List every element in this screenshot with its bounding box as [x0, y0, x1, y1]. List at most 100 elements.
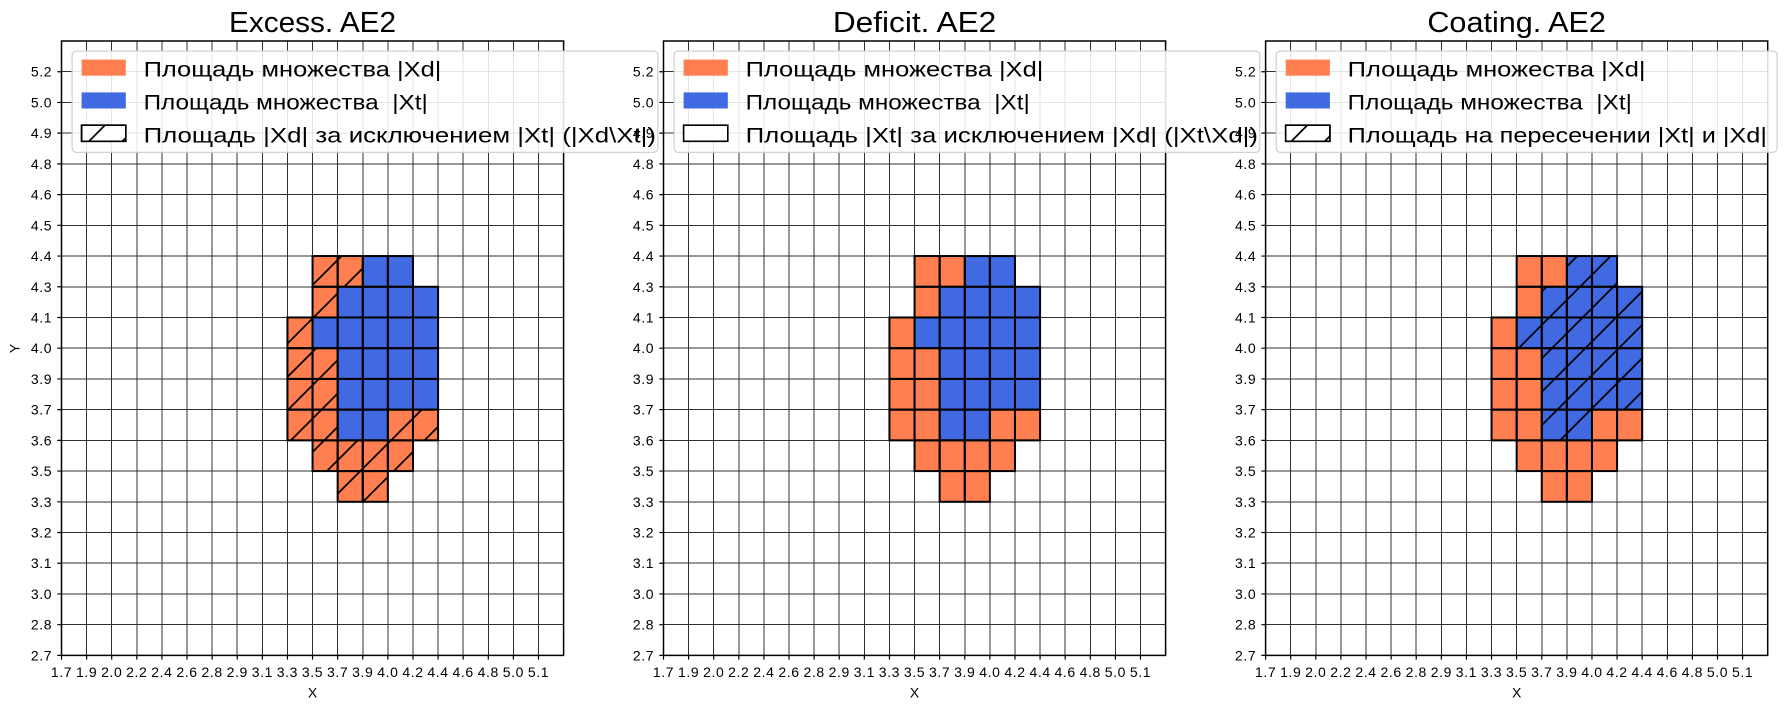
svg-text:3.1: 3.1 [1456, 664, 1477, 680]
svg-text:5.0: 5.0 [1707, 664, 1728, 680]
svg-text:5.0: 5.0 [31, 94, 52, 110]
svg-text:4.6: 4.6 [1055, 664, 1076, 680]
svg-text:4.5: 4.5 [1235, 217, 1256, 233]
svg-text:4.0: 4.0 [1235, 340, 1256, 356]
svg-text:4.9: 4.9 [31, 125, 52, 141]
svg-text:3.3: 3.3 [879, 664, 900, 680]
svg-text:Deficit. AE2: Deficit. AE2 [833, 7, 996, 39]
svg-text:4.0: 4.0 [633, 340, 654, 356]
svg-text:Coating. AE2: Coating. AE2 [1427, 7, 1606, 39]
svg-text:4.4: 4.4 [1029, 664, 1050, 680]
svg-text:2.7: 2.7 [31, 647, 52, 663]
svg-text:Excess. AE2: Excess. AE2 [229, 7, 396, 39]
svg-text:1.7: 1.7 [653, 664, 674, 680]
svg-text:4.4: 4.4 [633, 248, 654, 264]
svg-text:3.5: 3.5 [633, 463, 654, 479]
svg-text:2.8: 2.8 [633, 617, 654, 633]
svg-text:4.4: 4.4 [31, 248, 52, 264]
svg-text:2.6: 2.6 [1380, 664, 1401, 680]
svg-text:3.5: 3.5 [1235, 463, 1256, 479]
svg-text:3.2: 3.2 [633, 525, 654, 541]
svg-text:3.5: 3.5 [31, 463, 52, 479]
svg-text:3.7: 3.7 [31, 402, 52, 418]
svg-text:2.9: 2.9 [829, 664, 850, 680]
svg-text:4.8: 4.8 [633, 156, 654, 172]
svg-text:3.5: 3.5 [302, 664, 323, 680]
svg-text:3.1: 3.1 [633, 555, 654, 571]
svg-text:5.1: 5.1 [1130, 664, 1151, 680]
svg-text:2.0: 2.0 [101, 664, 122, 680]
svg-text:4.1: 4.1 [1235, 309, 1256, 325]
svg-text:4.9: 4.9 [633, 125, 654, 141]
svg-text:3.9: 3.9 [352, 664, 373, 680]
svg-text:Площадь |Xt| за исключением |X: Площадь |Xt| за исключением |Xd| (|Xt\Xd… [746, 124, 1258, 147]
svg-text:2.0: 2.0 [703, 664, 724, 680]
svg-text:4.8: 4.8 [478, 664, 499, 680]
svg-text:3.3: 3.3 [31, 494, 52, 510]
svg-text:3.6: 3.6 [1235, 432, 1256, 448]
svg-text:Y: Y [6, 343, 22, 353]
svg-text:4.3: 4.3 [1235, 279, 1256, 295]
svg-text:3.9: 3.9 [31, 371, 52, 387]
svg-text:2.8: 2.8 [201, 664, 222, 680]
svg-text:4.0: 4.0 [979, 664, 1000, 680]
svg-text:3.9: 3.9 [1556, 664, 1577, 680]
svg-text:1.9: 1.9 [76, 664, 97, 680]
svg-text:3.2: 3.2 [31, 525, 52, 541]
svg-text:4.5: 4.5 [633, 217, 654, 233]
svg-text:3.3: 3.3 [277, 664, 298, 680]
svg-text:4.4: 4.4 [427, 664, 448, 680]
svg-text:4.8: 4.8 [1235, 156, 1256, 172]
svg-text:2.7: 2.7 [1235, 647, 1256, 663]
svg-text:3.5: 3.5 [1506, 664, 1527, 680]
svg-text:Площадь множества |Xt|: Площадь множества |Xt| [1348, 92, 1632, 115]
svg-text:4.6: 4.6 [1657, 664, 1678, 680]
svg-text:4.8: 4.8 [1682, 664, 1703, 680]
svg-text:3.7: 3.7 [929, 664, 950, 680]
svg-text:2.2: 2.2 [728, 664, 749, 680]
svg-text:4.6: 4.6 [633, 187, 654, 203]
svg-text:4.6: 4.6 [453, 664, 474, 680]
svg-text:Площадь на пересечении |Xt| и: Площадь на пересечении |Xt| и |Xd| [1348, 124, 1767, 147]
svg-text:Площадь |Xd| за исключением |X: Площадь |Xd| за исключением |Xt| (|Xd\Xt… [144, 124, 656, 147]
svg-text:2.8: 2.8 [1235, 617, 1256, 633]
svg-text:4.9: 4.9 [1235, 125, 1256, 141]
svg-text:2.4: 2.4 [151, 664, 172, 680]
svg-text:3.7: 3.7 [1531, 664, 1552, 680]
svg-text:5.1: 5.1 [1732, 664, 1753, 680]
svg-text:2.8: 2.8 [1406, 664, 1427, 680]
svg-text:5.2: 5.2 [1235, 64, 1256, 80]
svg-text:2.8: 2.8 [31, 617, 52, 633]
svg-text:4.2: 4.2 [1004, 664, 1025, 680]
svg-text:4.4: 4.4 [1235, 248, 1256, 264]
svg-text:3.3: 3.3 [633, 494, 654, 510]
svg-text:2.9: 2.9 [1431, 664, 1452, 680]
svg-text:4.0: 4.0 [1581, 664, 1602, 680]
svg-text:2.6: 2.6 [778, 664, 799, 680]
svg-text:Площадь множества |Xd|: Площадь множества |Xd| [746, 59, 1044, 82]
svg-text:2.2: 2.2 [126, 664, 147, 680]
svg-text:4.8: 4.8 [31, 156, 52, 172]
svg-text:3.3: 3.3 [1235, 494, 1256, 510]
svg-text:1.9: 1.9 [1280, 664, 1301, 680]
svg-text:Площадь множества |Xt|: Площадь множества |Xt| [746, 92, 1030, 115]
svg-text:1.9: 1.9 [678, 664, 699, 680]
svg-text:5.0: 5.0 [1235, 94, 1256, 110]
svg-text:3.7: 3.7 [1235, 402, 1256, 418]
svg-text:3.9: 3.9 [954, 664, 975, 680]
svg-text:4.2: 4.2 [402, 664, 423, 680]
svg-text:1.7: 1.7 [51, 664, 72, 680]
svg-text:4.1: 4.1 [633, 309, 654, 325]
svg-text:1.7: 1.7 [1255, 664, 1276, 680]
svg-text:3.1: 3.1 [854, 664, 875, 680]
svg-text:Площадь множества |Xd|: Площадь множества |Xd| [144, 59, 442, 82]
svg-text:3.0: 3.0 [1235, 586, 1256, 602]
svg-text:5.0: 5.0 [633, 94, 654, 110]
svg-text:5.0: 5.0 [1105, 664, 1126, 680]
svg-text:2.4: 2.4 [1355, 664, 1376, 680]
svg-text:3.9: 3.9 [633, 371, 654, 387]
svg-text:2.6: 2.6 [176, 664, 197, 680]
svg-text:3.2: 3.2 [1235, 525, 1256, 541]
svg-text:5.0: 5.0 [503, 664, 524, 680]
svg-text:4.3: 4.3 [31, 279, 52, 295]
